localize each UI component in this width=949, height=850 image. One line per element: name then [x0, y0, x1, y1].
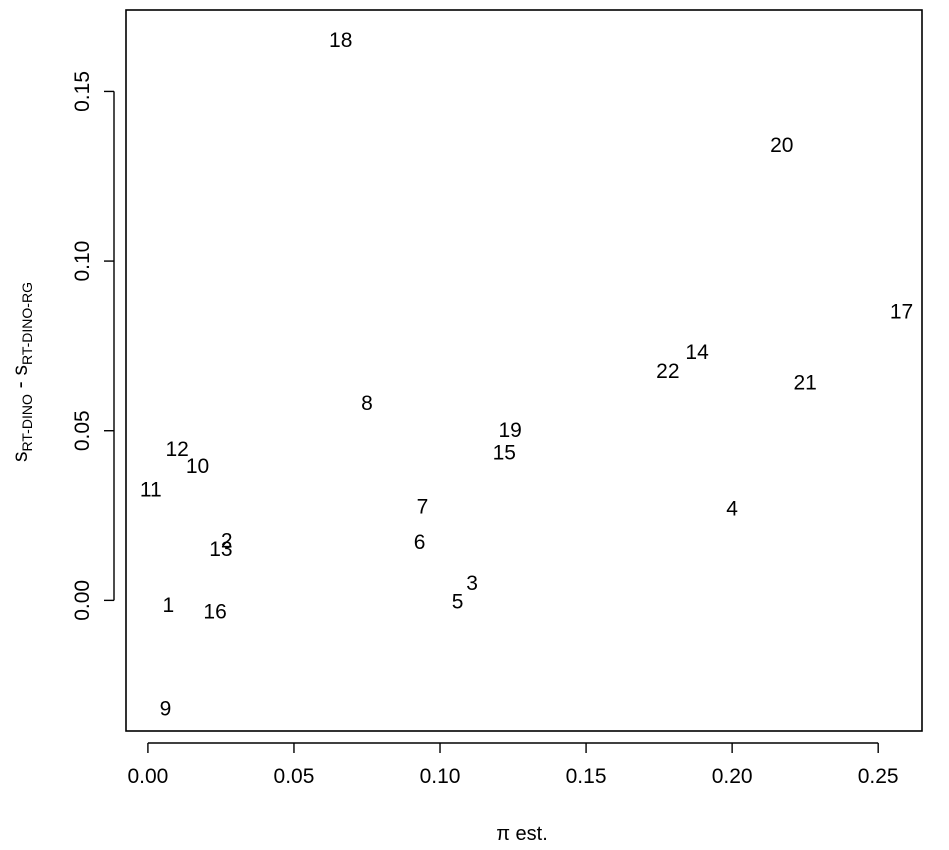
- x-tick-label: 0.25: [858, 765, 899, 788]
- y-axis: 0.00 0.05 0.10 0.15: [71, 71, 115, 621]
- data-point-19: 19: [498, 419, 521, 442]
- data-point-4: 4: [726, 497, 738, 520]
- y-tick-label: 0.15: [71, 71, 94, 112]
- data-point-17: 17: [890, 300, 913, 323]
- y-tick-label: 0.05: [71, 410, 94, 451]
- data-point-3: 3: [466, 572, 478, 595]
- data-point-21: 21: [793, 372, 816, 395]
- x-tick-label: 0.00: [127, 765, 168, 788]
- y-axis-title-sub1: RT-DINO: [19, 394, 35, 451]
- data-point-20: 20: [770, 134, 793, 157]
- data-point-5: 5: [452, 591, 464, 614]
- y-tick-label: 0.10: [71, 241, 94, 282]
- data-point-10: 10: [186, 455, 209, 478]
- y-axis-title-sub2: RT-DINO-RG: [19, 282, 35, 365]
- data-point-12: 12: [165, 438, 188, 461]
- x-axis-title: π est.: [496, 823, 548, 845]
- x-tick-label: 0.15: [566, 765, 607, 788]
- data-point-22: 22: [656, 360, 679, 383]
- data-point-13: 13: [209, 538, 232, 561]
- data-point-9: 9: [160, 697, 172, 720]
- y-axis-title-part2: s: [9, 365, 32, 376]
- y-axis-title: sRT-DINO - sRT-DINO-RG: [9, 282, 35, 462]
- data-point-14: 14: [685, 341, 709, 364]
- y-tick-label: 0.00: [71, 580, 94, 621]
- data-point-7: 7: [417, 496, 429, 519]
- data-point-1: 1: [163, 594, 175, 617]
- data-point-18: 18: [329, 29, 352, 52]
- y-axis-title-sep: -: [9, 375, 32, 394]
- y-axis-title-part1: s: [9, 451, 32, 462]
- data-point-16: 16: [203, 601, 226, 624]
- x-tick-label: 0.20: [712, 765, 753, 788]
- data-point-15: 15: [493, 441, 516, 464]
- data-point-6: 6: [414, 531, 426, 554]
- data-point-2: 2: [221, 529, 233, 552]
- x-tick-label: 0.10: [420, 765, 461, 788]
- data-point-11: 11: [140, 479, 162, 502]
- plot-frame: [125, 9, 923, 732]
- x-axis: 0.00 0.05 0.10 0.15 0.20 0.25: [127, 742, 899, 788]
- x-tick-label: 0.05: [274, 765, 315, 788]
- data-point-8: 8: [361, 392, 373, 415]
